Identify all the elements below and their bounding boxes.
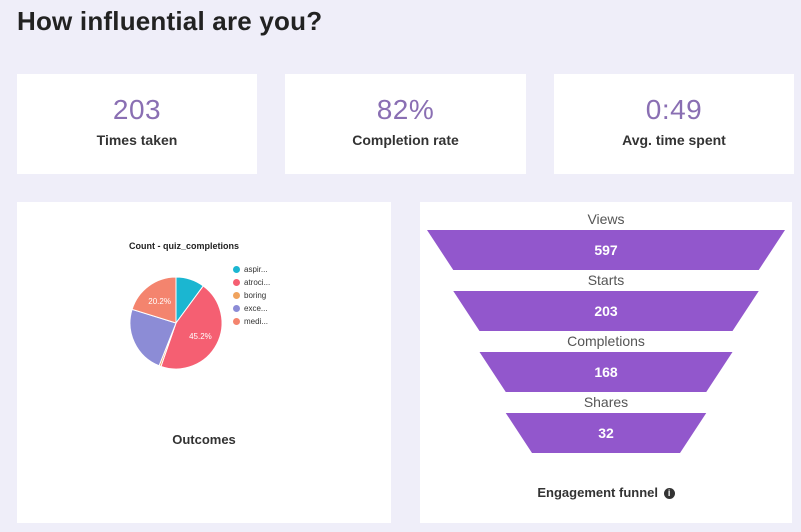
funnel-band[interactable] (505, 413, 707, 453)
pie-legend: aspir... atroci... boring exce... medi..… (233, 263, 270, 328)
stat-value: 0:49 (645, 94, 703, 125)
funnel-caption: Engagement funnel i (420, 485, 792, 500)
legend-label: medi... (244, 317, 269, 326)
pie-slice[interactable] (160, 285, 223, 370)
stat-label: Completion rate (352, 132, 459, 148)
legend-item[interactable]: exce... (233, 302, 270, 315)
outcomes-panel: Count - quiz_completions 45.2% 20.2% aspi… (17, 202, 391, 523)
funnel-stage-label: Completions (567, 333, 645, 349)
legend-item[interactable]: boring (233, 289, 270, 302)
stat-card-completion-rate: 82% Completion rate (285, 74, 526, 174)
legend-item[interactable]: aspir... (233, 263, 270, 276)
legend-label: exce... (244, 304, 268, 313)
funnel-stage-label: Starts (588, 272, 625, 288)
page-title: How influential are you? (17, 6, 323, 36)
engagement-funnel-panel: Views 597 Starts 203 Completions 168 Shares 32 … (420, 202, 792, 523)
legend-dot (233, 266, 240, 273)
funnel-stage-label: Views (587, 211, 624, 227)
legend-dot (233, 305, 240, 312)
legend-label: boring (244, 291, 267, 300)
outcomes-pie-chart: 45.2% 20.2% (129, 276, 223, 370)
pie-data-label: 45.2% (189, 332, 212, 341)
funnel-band[interactable] (479, 352, 733, 392)
funnel-band[interactable] (453, 291, 759, 331)
legend-dot (233, 279, 240, 286)
legend-label: atroci... (244, 278, 271, 287)
pie-data-label: 20.2% (148, 297, 171, 306)
stat-label: Avg. time spent (622, 132, 726, 148)
funnel-stage-value: 168 (594, 364, 618, 380)
funnel-stage-value: 203 (594, 303, 618, 319)
stat-value: 203 (112, 94, 162, 125)
pie-slice[interactable] (131, 276, 177, 324)
engagement-funnel-chart: Views 597 Starts 203 Completions 168 Shares 32 (427, 211, 785, 453)
legend-label: aspir... (244, 265, 268, 274)
legend-dot (233, 292, 240, 299)
funnel-stage-value: 597 (594, 242, 618, 258)
info-icon[interactable]: i (663, 488, 675, 499)
legend-item[interactable]: atroci... (233, 276, 270, 289)
legend-dot (233, 318, 240, 325)
stat-card-avg-time: 0:49 Avg. time spent (554, 74, 794, 174)
stat-card-times-taken: 203 Times taken (17, 74, 257, 174)
funnel-stage-value: 32 (598, 425, 614, 441)
outcomes-caption: Outcomes (172, 432, 236, 447)
funnel-band[interactable] (427, 230, 785, 270)
funnel-stage-label: Shares (584, 394, 628, 410)
stat-value: 82% (376, 94, 435, 125)
legend-item[interactable]: medi... (233, 315, 270, 328)
pie-chart-title: Count - quiz_completions (129, 241, 239, 251)
stat-label: Times taken (96, 132, 178, 148)
pie-slice[interactable] (129, 308, 177, 367)
funnel-caption-text: Engagement funnel (537, 485, 658, 500)
